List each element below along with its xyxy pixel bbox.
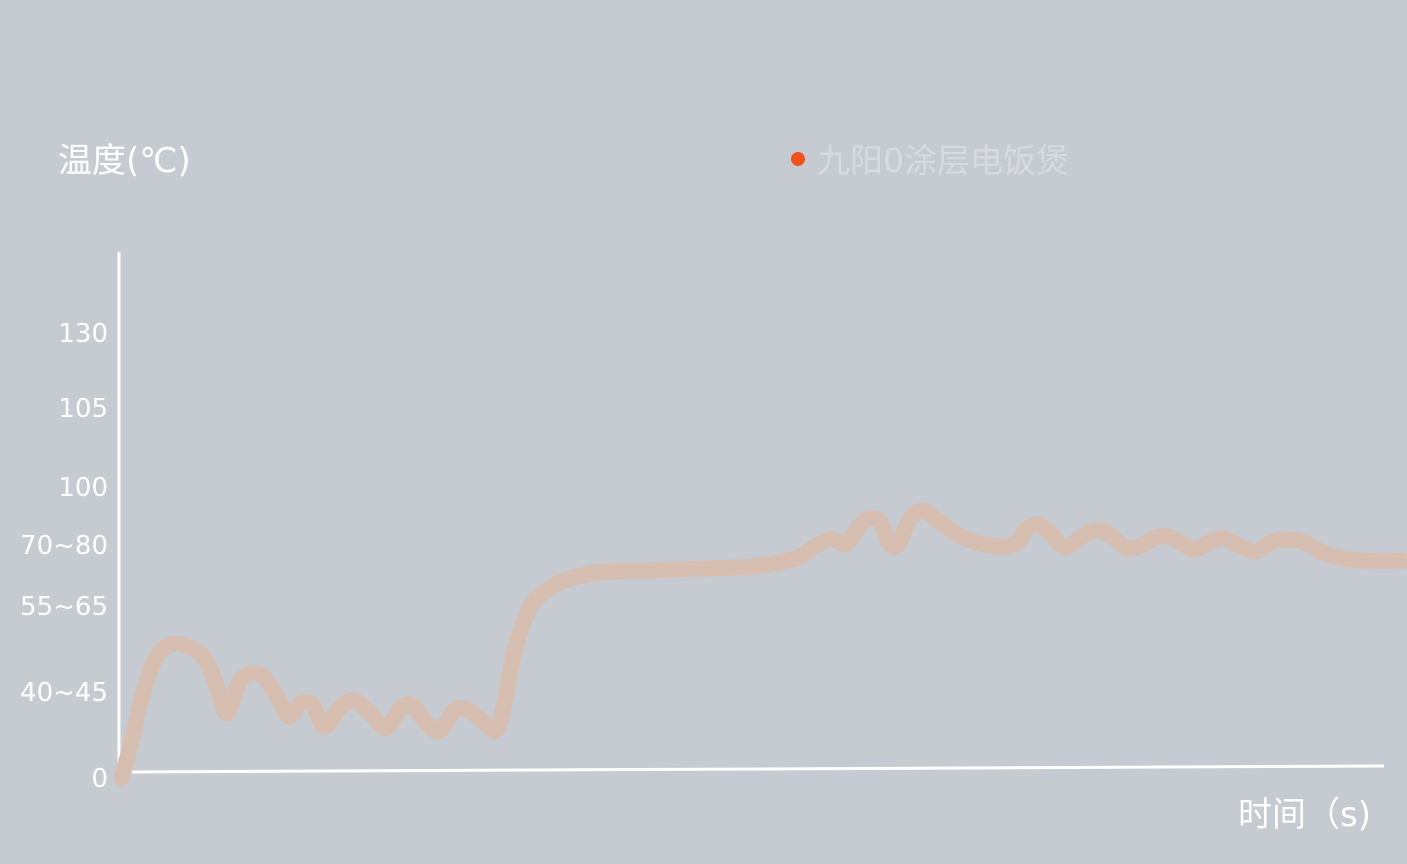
y-tick-label: 70~80	[20, 531, 108, 561]
y-tick-labels: 0 40~45 55~65 70~80 100 105 130	[20, 319, 108, 794]
legend-label: 九阳0涂层电饭煲	[817, 141, 1069, 180]
x-axis-line	[118, 764, 1385, 774]
y-tick-label: 105	[58, 394, 108, 424]
y-axis-title: 温度(℃)	[58, 141, 191, 181]
y-tick-label: 100	[58, 473, 108, 503]
y-tick-label: 0	[91, 764, 108, 794]
y-tick-label: 40~45	[20, 678, 108, 708]
x-axis-title: 时间（s)	[1238, 795, 1371, 835]
y-tick-label: 55~65	[20, 592, 108, 622]
legend-dot	[791, 152, 805, 166]
y-tick-label: 130	[58, 319, 108, 349]
series-line-jiuyang	[114, 502, 1407, 786]
